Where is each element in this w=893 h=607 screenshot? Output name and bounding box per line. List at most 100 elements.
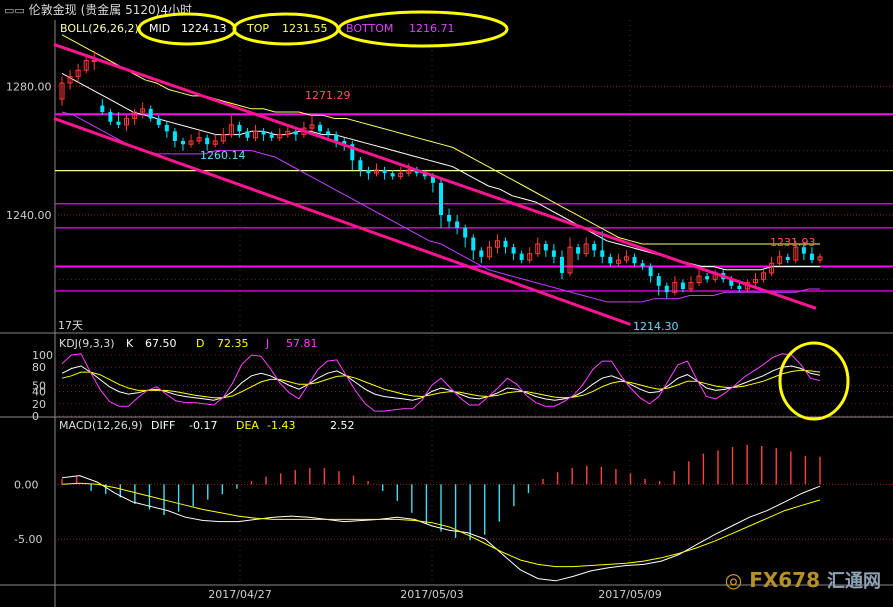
candle-body-up: [140, 108, 146, 113]
kdj-j-value: 57.81: [286, 337, 318, 350]
candle-body-down: [503, 240, 508, 248]
candle-body-down: [172, 131, 177, 141]
candle-body-down: [261, 131, 266, 135]
candle-body-down: [664, 285, 669, 293]
candle-body-down: [156, 118, 161, 125]
candle-body-down: [422, 173, 427, 177]
price-annotation: 1214.30: [633, 320, 679, 333]
highlight-overlay: [137, 10, 850, 421]
kdj-y-tick-label: 40: [32, 386, 46, 399]
candle-body-up: [67, 76, 73, 84]
candle-body-down: [809, 253, 814, 261]
candle-body-down: [205, 137, 210, 145]
window-menu-icon[interactable]: ▭▭: [4, 4, 25, 17]
candle-body-down: [640, 263, 645, 267]
candle-body-up: [373, 169, 379, 174]
candle-body-down: [511, 247, 516, 254]
price-annotation: 1260.14: [200, 149, 246, 162]
candle-body-down: [705, 276, 710, 280]
candle-body-up: [398, 172, 404, 177]
kdj-indicator-label: KDJ(9,3,3): [59, 337, 115, 350]
boll-bottom-line: [61, 111, 820, 303]
candle-body-up: [535, 243, 541, 255]
kdj-d-label: D: [196, 337, 205, 350]
candle-body-down: [430, 176, 435, 183]
days-label: 17天: [58, 319, 83, 332]
candle-body-down: [455, 221, 460, 228]
candle-body-down: [382, 169, 387, 174]
candle-body-down: [632, 256, 637, 264]
kdj-line-k: [61, 365, 821, 401]
kdj-d-value: 72.35: [217, 337, 249, 350]
candle-body-up: [253, 130, 259, 139]
candle-body-up: [91, 60, 97, 63]
candle-body-down: [100, 105, 105, 113]
kdj-line-d: [61, 369, 821, 399]
candle-body-down: [656, 276, 661, 286]
candle-body-down: [471, 237, 476, 251]
candle-body-down: [729, 279, 734, 286]
candle-body-down: [608, 256, 613, 264]
candle-body-down: [551, 250, 556, 257]
boll-indicator-label: BOLL(26,26,2): [60, 22, 139, 35]
candle-body-down: [479, 250, 484, 257]
candle-body-up: [494, 240, 500, 248]
candle-body-up: [188, 140, 194, 145]
kdj-y-tick-label: 100: [32, 349, 53, 362]
price-annotation: 1271.29: [305, 89, 351, 102]
macd-dea-value: -1.43: [267, 419, 296, 432]
candle-body-up: [696, 275, 702, 284]
boll-mid-line: [61, 72, 820, 271]
macd-dea-label: DEA: [236, 419, 259, 432]
candle-body-down: [592, 243, 597, 251]
kdj-y-tick-label: 20: [32, 398, 46, 411]
candle-body-down: [148, 108, 153, 119]
candle-body-up: [220, 134, 226, 142]
candle-body-down: [680, 282, 685, 290]
candle-body-down: [366, 169, 371, 174]
x-tick-label: 2017/05/09: [598, 588, 661, 601]
chart-grid: [0, 20, 893, 607]
kdj-k-label: K: [126, 337, 134, 350]
kdj-y-tick-label: 50: [32, 380, 46, 393]
candle-body-down: [737, 285, 742, 290]
macd-line-dea: [61, 482, 821, 568]
trendline: [53, 117, 631, 326]
candle-body-down: [237, 124, 242, 132]
candle-body-up: [212, 140, 218, 145]
price-y-tick-label: 1240.00: [6, 209, 52, 222]
candle-body-up: [615, 259, 621, 264]
kdj-k-value: 67.50: [145, 337, 177, 350]
candle-body-down: [293, 131, 298, 135]
price-panel: 1271.29 1260.14 1231.93 1214.30: [53, 34, 893, 333]
candle-body-down: [439, 182, 443, 216]
candle-body-down: [334, 134, 339, 141]
boll-top-label: TOP: [247, 22, 270, 35]
watermark-cn: 汇通网: [827, 571, 881, 592]
candle-body-up: [623, 256, 629, 261]
candle-body-up: [583, 243, 589, 255]
candle-body-down: [350, 144, 355, 161]
candle-body-up: [761, 272, 767, 280]
candle-body-down: [358, 160, 363, 170]
window-title: 伦敦金现 (贵金属 5120)4小时: [28, 3, 192, 17]
macd-indicator-label: MACD(12,26,9): [59, 419, 143, 432]
highlight-ellipse-bottom: [337, 10, 509, 48]
window-title-bar: ▭▭ 伦敦金现 (贵金属 5120)4小时: [0, 0, 893, 20]
watermark-text: FX678: [749, 568, 821, 592]
price-annotation: 1231.93: [770, 236, 816, 249]
candle-body-up: [75, 69, 81, 78]
candle-body-up: [406, 169, 412, 174]
boll-bottom-value: 1216.71: [409, 22, 455, 35]
candle-body-up: [672, 282, 678, 293]
candle-body-up: [309, 124, 315, 129]
kdj-y-tick-label: 0: [32, 410, 39, 423]
candle-body-up: [196, 137, 202, 142]
candle-body-up: [688, 282, 694, 290]
candle-body-up: [769, 262, 775, 274]
macd-y-tick-label: -5.00: [14, 533, 42, 546]
candle-body-up: [132, 111, 138, 119]
candle-body-up: [59, 82, 65, 100]
candle-body-down: [342, 140, 347, 145]
